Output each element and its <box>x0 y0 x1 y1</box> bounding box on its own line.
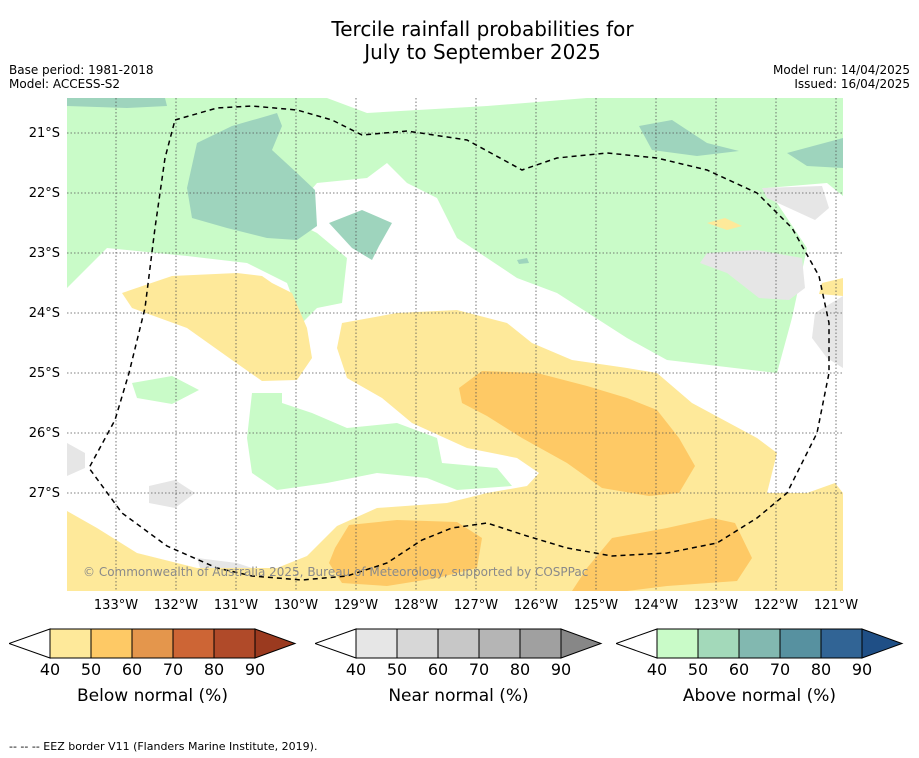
colorbar-tick: 40 <box>646 660 668 679</box>
colorbar-tick: 40 <box>345 660 367 679</box>
colorbar-segment <box>49 628 92 659</box>
eez-border <box>88 105 830 581</box>
copyright-notice: © Commonwealth of Australia 2025, Bureau… <box>83 565 589 579</box>
model-run: Model run: 14/04/2025 <box>772 63 910 77</box>
below-normal-colorbar <box>9 628 297 659</box>
above-normal-colorbar <box>616 628 904 659</box>
lon-label: 127°W <box>453 598 499 613</box>
colorbar-segment <box>697 628 740 659</box>
rainfall-map <box>67 98 843 591</box>
near-normal-colorbar <box>315 628 603 659</box>
colorbar-tick: 80 <box>810 660 832 679</box>
colorbar-segment <box>437 628 480 659</box>
lat-label: 22°S <box>28 186 60 201</box>
colorbar-tick: 50 <box>80 660 102 679</box>
colorbar-tick: 80 <box>203 660 225 679</box>
colorbar-segment <box>355 628 398 659</box>
lon-label: 131°W <box>213 598 259 613</box>
colorbar-segment <box>779 628 822 659</box>
colorbar-tick: 70 <box>468 660 490 679</box>
lon-label: 128°W <box>393 598 439 613</box>
lon-label: 129°W <box>333 598 379 613</box>
model-name: Model: ACCESS-S2 <box>9 77 121 91</box>
colorbar-tick: 70 <box>769 660 791 679</box>
lat-label: 24°S <box>28 306 60 321</box>
lon-label: 122°W <box>753 598 799 613</box>
colorbar-tick: 60 <box>728 660 750 679</box>
colorbar-segment <box>560 628 603 659</box>
colorbar-segment <box>396 628 439 659</box>
lon-label: 124°W <box>633 598 679 613</box>
colorbar-segment <box>861 628 904 659</box>
colorbar-segment <box>213 628 256 659</box>
issued-date: Issued: 16/04/2025 <box>794 77 910 91</box>
colorbar-tick: 90 <box>851 660 873 679</box>
eez-footnote: -- -- -- EEZ border V11 (Flanders Marine… <box>9 740 318 753</box>
lon-label: 132°W <box>153 598 199 613</box>
lat-label: 25°S <box>28 366 60 381</box>
colorbar-segment <box>738 628 781 659</box>
colorbar-tick: 90 <box>550 660 572 679</box>
colorbar-segment <box>131 628 174 659</box>
title-line-2: July to September 2025 <box>364 40 601 64</box>
colorbar-tick: 90 <box>244 660 266 679</box>
near-normal-label: Near normal (%) <box>388 686 529 706</box>
colorbar-tick: 50 <box>687 660 709 679</box>
colorbar-tick: 40 <box>39 660 61 679</box>
above-normal-50-region <box>67 98 843 264</box>
lon-label: 123°W <box>693 598 739 613</box>
colorbar-segment <box>90 628 133 659</box>
lat-label: 23°S <box>28 246 60 261</box>
colorbar-segment <box>172 628 215 659</box>
meta-left: Base period: 1981-2018 Model: ACCESS-S2 <box>9 63 154 91</box>
above-normal-label: Above normal (%) <box>682 686 837 706</box>
graticule <box>67 98 843 591</box>
colorbar-tick: 50 <box>386 660 408 679</box>
map-title: Tercile rainfall probabilities for July … <box>0 18 919 64</box>
lat-label: 21°S <box>28 126 60 141</box>
lon-label: 133°W <box>93 598 139 613</box>
lat-label: 26°S <box>28 426 60 441</box>
below-normal-50-region <box>329 371 752 591</box>
colorbar-tick: 60 <box>121 660 143 679</box>
map-canvas <box>67 98 843 591</box>
lon-label: 125°W <box>573 598 619 613</box>
colorbar-segment <box>478 628 521 659</box>
colorbar-segment <box>254 628 297 659</box>
base-period: Base period: 1981-2018 <box>9 63 154 77</box>
colorbar-segment <box>820 628 863 659</box>
lon-label: 121°W <box>813 598 859 613</box>
below-normal-label: Below normal (%) <box>77 686 228 706</box>
lat-label: 27°S <box>28 486 60 501</box>
colorbar-segment <box>656 628 699 659</box>
title-line-1: Tercile rainfall probabilities for <box>331 17 634 41</box>
lon-label: 126°W <box>513 598 559 613</box>
meta-right: Model run: 14/04/2025 Issued: 16/04/2025 <box>773 63 910 91</box>
colorbar-segment <box>519 628 562 659</box>
colorbar-tick: 70 <box>162 660 184 679</box>
colorbar-tick: 60 <box>427 660 449 679</box>
colorbar-tick: 80 <box>509 660 531 679</box>
lon-label: 130°W <box>273 598 319 613</box>
